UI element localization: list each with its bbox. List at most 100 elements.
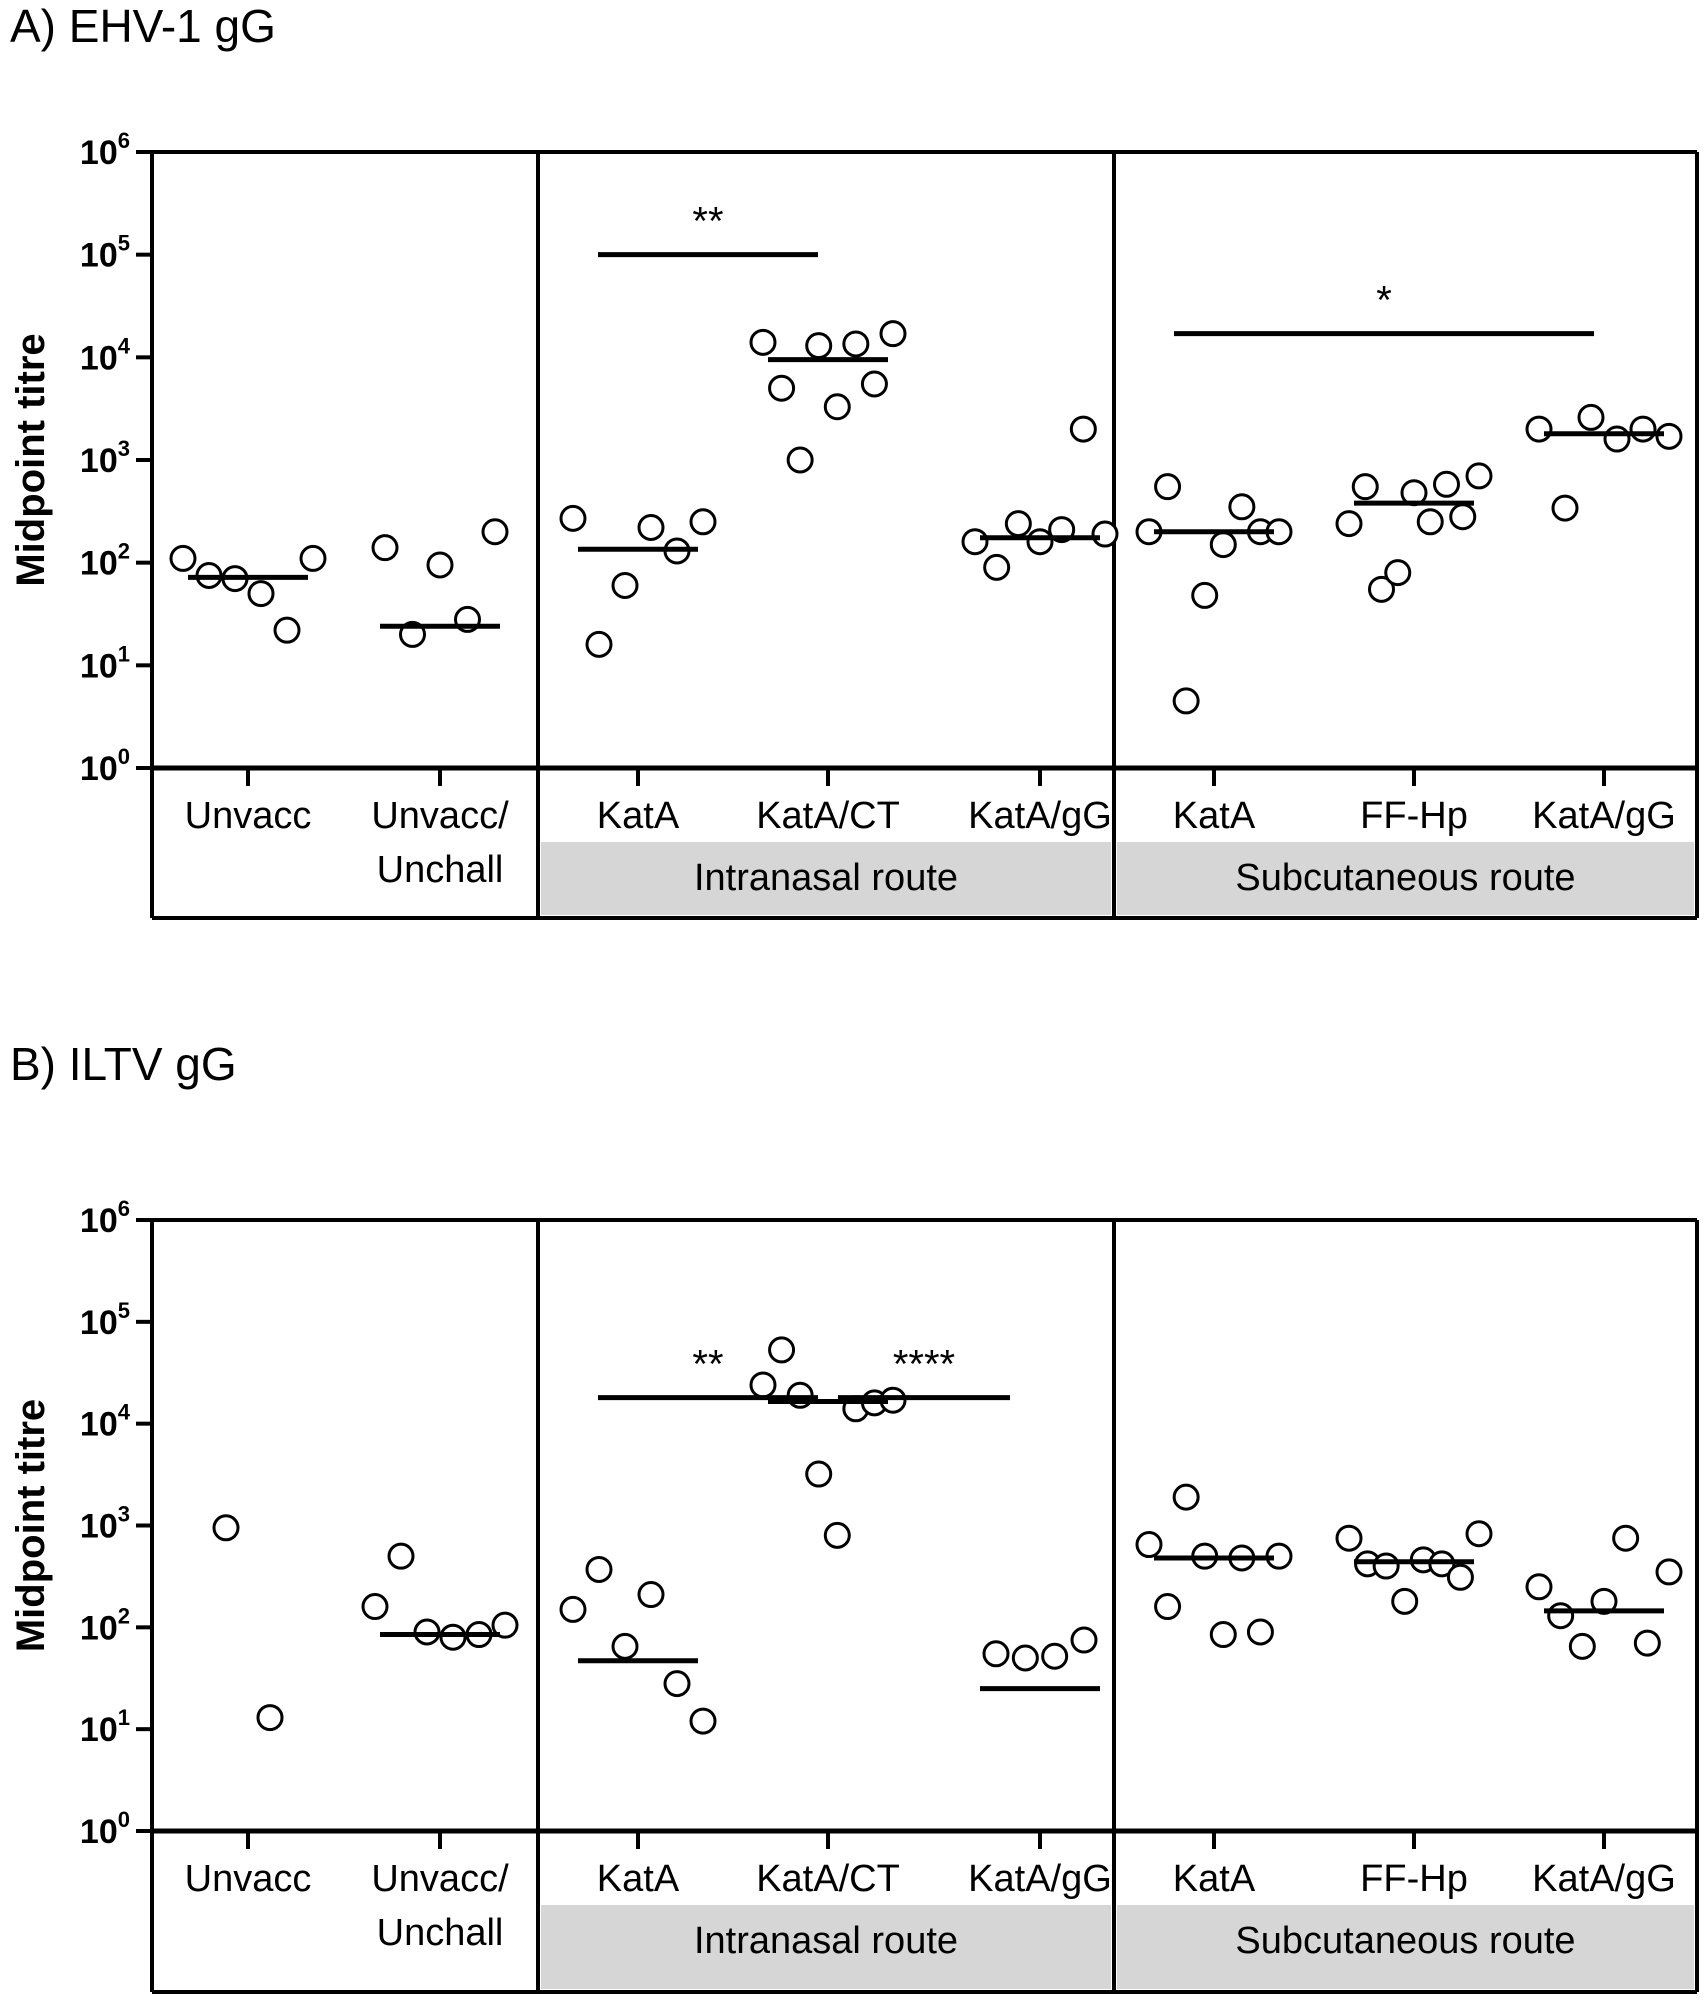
- y-tick-label: 105: [80, 1298, 130, 1342]
- data-point: [1384, 559, 1412, 587]
- data-point: [559, 1595, 587, 1623]
- data-point: [387, 1542, 415, 1570]
- data-point: [256, 1704, 284, 1732]
- data-point: [983, 553, 1011, 581]
- chart-panel-b: B) ILTV gG Midpoint titre 100 101 102 103 104 1…: [9, 1038, 1699, 1994]
- y-tick-label: 106: [80, 1196, 130, 1240]
- category-label: Unchall: [377, 849, 504, 891]
- category-label: Unchall: [377, 1912, 504, 1954]
- data-point: [1465, 1520, 1493, 1548]
- category-label: FF-Hp: [1360, 1858, 1468, 1900]
- data-point: [1603, 425, 1631, 453]
- route-label: Intranasal route: [694, 857, 958, 899]
- category-label: KatA/CT: [756, 1858, 900, 1900]
- data-point: [1368, 575, 1395, 603]
- data-point: [1228, 493, 1256, 521]
- data-point: [439, 1623, 467, 1651]
- data-point: [1246, 1618, 1274, 1646]
- data-point: [559, 504, 587, 532]
- data-point: [1449, 503, 1477, 531]
- data-point: [879, 320, 907, 348]
- data-point: [1011, 1644, 1039, 1672]
- chart-title: B) ILTV gG: [10, 1038, 237, 1090]
- data-point: [169, 544, 197, 572]
- y-tick-label: 104: [80, 1400, 131, 1444]
- data-point: [749, 328, 777, 356]
- data-point: [212, 1514, 240, 1542]
- data-point: [1633, 1629, 1661, 1657]
- category-label: KatA: [597, 795, 680, 837]
- data-point: [426, 551, 454, 579]
- y-tick-label: 103: [80, 1502, 130, 1546]
- data-point: [768, 1336, 796, 1364]
- data-point: [1209, 1621, 1237, 1649]
- y-axis-label: Midpoint titre: [9, 333, 53, 586]
- significance-label: **: [692, 1343, 723, 1387]
- category-label: KatA/gG: [968, 1858, 1112, 1900]
- data-point: [1655, 1558, 1683, 1586]
- data-point: [299, 544, 327, 572]
- route-label: Subcutaneous route: [1235, 857, 1575, 899]
- data-point: [805, 332, 833, 360]
- data-point: [1525, 1573, 1553, 1601]
- y-tick-label: 102: [80, 1603, 130, 1647]
- data-point: [1191, 581, 1219, 609]
- data-point: [585, 630, 613, 658]
- category-label: KatA/gG: [1532, 1858, 1676, 1900]
- route-band: [1117, 1905, 1694, 1989]
- category-label: Unvacc/: [371, 1858, 509, 1900]
- data-point: [481, 518, 509, 546]
- data-point: [663, 1670, 691, 1698]
- data-point: [1568, 1632, 1596, 1660]
- data-point: [1091, 520, 1119, 548]
- category-label: FF-Hp: [1360, 795, 1468, 837]
- data-point: [1172, 687, 1200, 715]
- data-point: [1433, 470, 1460, 498]
- data-point: [1612, 1524, 1640, 1552]
- significance-label: ****: [893, 1343, 955, 1387]
- category-label: KatA/gG: [1532, 795, 1676, 837]
- data-point: [611, 571, 639, 599]
- data-point: [842, 330, 870, 358]
- route-label: Subcutaneous route: [1235, 1920, 1575, 1962]
- data-point: [1577, 403, 1605, 431]
- data-point: [585, 1555, 613, 1583]
- data-point: [361, 1593, 389, 1621]
- data-point: [1041, 1642, 1069, 1670]
- data-point: [1172, 1483, 1200, 1511]
- y-tick-label: 104: [80, 333, 131, 377]
- y-tick-label: 106: [80, 128, 130, 172]
- data-point: [1629, 415, 1657, 443]
- data-point: [749, 1371, 777, 1399]
- y-tick-label: 105: [80, 231, 130, 275]
- data-point: [637, 1581, 665, 1609]
- y-tick-label: 100: [80, 1807, 130, 1851]
- data-point: [1351, 473, 1379, 501]
- data-point: [1551, 494, 1579, 522]
- y-tick-label: 100: [80, 744, 130, 788]
- category-label: KatA: [597, 1858, 680, 1900]
- data-point: [1135, 1531, 1163, 1559]
- data-point: [1154, 1593, 1182, 1621]
- route-band: [541, 1905, 1111, 1989]
- route-band: [1117, 842, 1694, 915]
- data-point: [860, 370, 888, 398]
- data-point: [1026, 528, 1054, 556]
- category-label: KatA: [1173, 795, 1256, 837]
- significance-label: **: [692, 200, 723, 244]
- data-point: [1446, 1563, 1474, 1591]
- category-label: KatA/gG: [968, 795, 1112, 837]
- data-point: [1004, 510, 1032, 538]
- chart-title: A) EHV-1 gG: [10, 0, 276, 52]
- data-point: [1335, 1524, 1363, 1552]
- chart-panel-a: A) EHV-1 gG Midpoint titre 100 101 102 103 104…: [9, 0, 1699, 920]
- data-point: [247, 580, 275, 608]
- data-point: [1391, 1587, 1419, 1615]
- data-point: [823, 1521, 851, 1549]
- data-point: [823, 393, 851, 421]
- data-point: [413, 1618, 441, 1646]
- data-point: [768, 374, 796, 402]
- data-point: [1335, 510, 1363, 538]
- data-point: [1069, 415, 1097, 443]
